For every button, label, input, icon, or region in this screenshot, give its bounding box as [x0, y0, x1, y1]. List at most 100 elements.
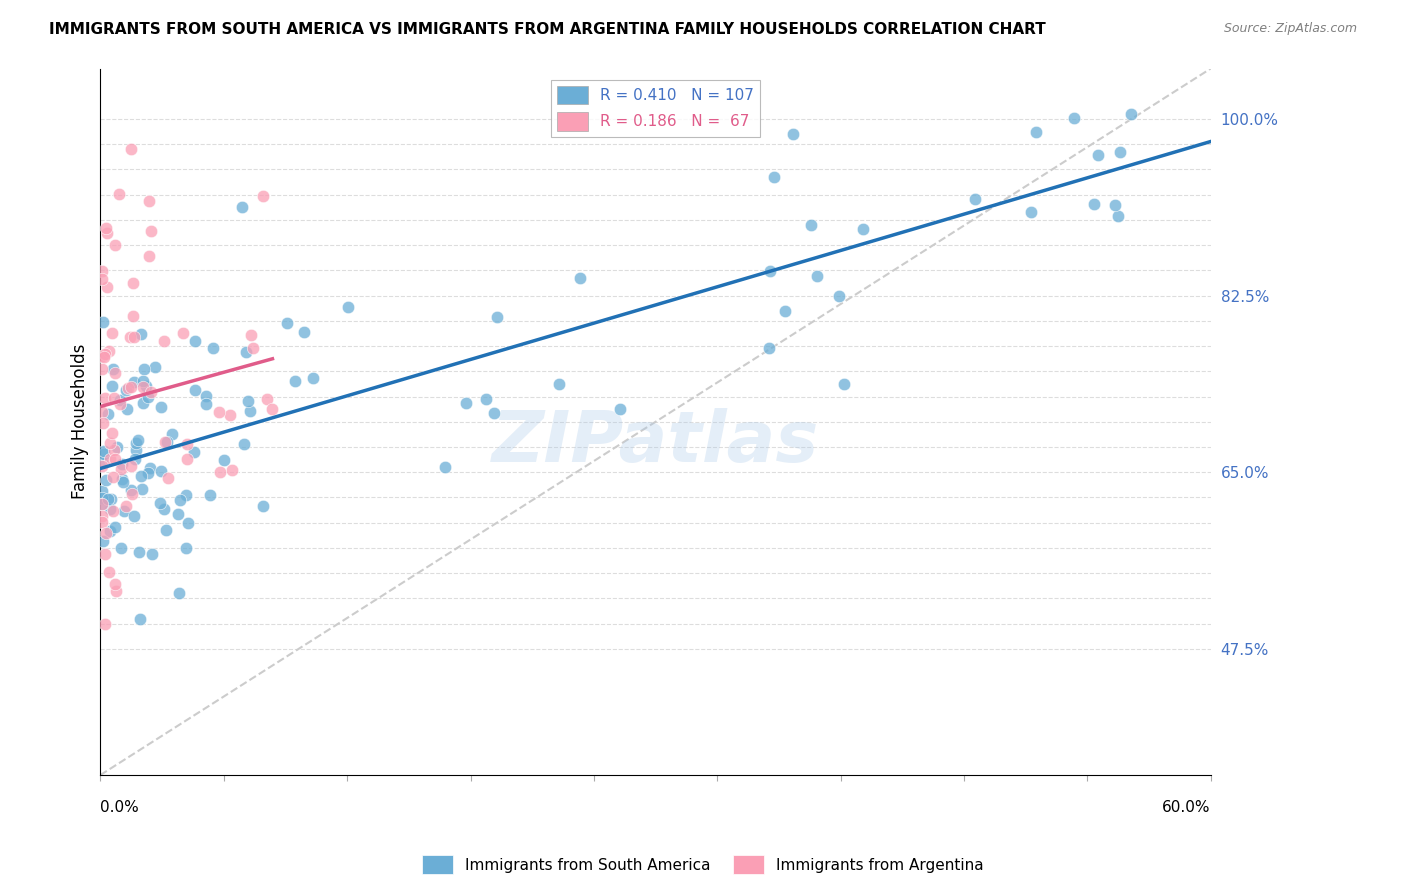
Point: [91, 315, 114, 329]
Point: [101, 426, 124, 441]
Point: [172, 326, 194, 340]
Point: [121, 486, 143, 500]
Point: [91, 416, 114, 430]
Point: [111, 457, 134, 471]
Point: [108, 187, 131, 202]
Point: [125, 435, 148, 450]
Text: 0.0%: 0.0%: [100, 800, 139, 815]
Point: [110, 462, 132, 476]
Point: [239, 404, 262, 418]
Point: [98, 524, 121, 538]
Point: [121, 310, 143, 324]
Point: [128, 545, 150, 559]
Point: [91, 405, 114, 419]
Point: [138, 390, 160, 404]
Point: [104, 451, 127, 466]
Point: [231, 200, 253, 214]
Point: [97, 408, 120, 422]
Point: [131, 482, 153, 496]
Point: [208, 465, 231, 479]
Point: [256, 392, 278, 406]
Point: [98, 436, 121, 450]
Point: [124, 451, 146, 466]
Point: [194, 389, 217, 403]
Point: [100, 491, 122, 506]
Point: [153, 434, 176, 449]
Point: [233, 437, 256, 451]
Point: [174, 541, 197, 555]
Point: [1025, 125, 1047, 139]
Point: [149, 496, 172, 510]
Point: [167, 585, 190, 599]
Point: [104, 583, 127, 598]
Point: [104, 576, 127, 591]
Point: [194, 397, 217, 411]
Point: [101, 362, 124, 376]
Point: [239, 327, 262, 342]
Point: [176, 452, 198, 467]
Y-axis label: Family Households: Family Households: [72, 344, 89, 500]
Point: [162, 426, 184, 441]
Point: [138, 249, 160, 263]
Point: [103, 391, 125, 405]
Point: [139, 460, 162, 475]
Point: [91, 459, 114, 474]
Point: [202, 341, 225, 355]
Point: [1063, 112, 1085, 126]
Point: [214, 452, 236, 467]
Point: [91, 491, 114, 505]
Point: [1019, 205, 1042, 219]
Point: [129, 611, 152, 625]
Point: [96, 226, 118, 240]
Point: [806, 268, 828, 283]
Point: [98, 344, 121, 359]
Point: [122, 509, 145, 524]
Point: [262, 401, 284, 416]
Point: [93, 351, 115, 365]
Point: [101, 326, 124, 341]
Point: [91, 272, 114, 286]
Point: [112, 504, 135, 518]
Point: [91, 516, 114, 530]
Point: [153, 502, 176, 516]
Point: [218, 408, 240, 422]
Point: [1109, 145, 1132, 160]
Point: [135, 379, 157, 393]
Point: [169, 492, 191, 507]
Point: [122, 375, 145, 389]
Point: [758, 341, 780, 355]
Point: [98, 565, 121, 579]
Point: [475, 392, 498, 406]
Point: [208, 405, 231, 419]
Point: [828, 289, 851, 303]
Point: [97, 491, 120, 506]
Point: [548, 377, 571, 392]
Point: [176, 516, 198, 531]
Point: [91, 349, 114, 363]
Point: [284, 374, 307, 388]
Point: [141, 547, 163, 561]
Point: [94, 391, 117, 405]
Point: [114, 499, 136, 513]
Text: ZIPatlas: ZIPatlas: [492, 409, 820, 477]
Point: [198, 488, 221, 502]
Point: [183, 444, 205, 458]
Point: [153, 334, 176, 348]
Point: [111, 472, 134, 486]
Point: [276, 316, 298, 330]
Legend: R = 0.410   N = 107, R = 0.186   N =  67: R = 0.410 N = 107, R = 0.186 N = 67: [551, 79, 761, 136]
Point: [94, 526, 117, 541]
Point: [176, 437, 198, 451]
Point: [252, 499, 274, 513]
Point: [852, 222, 875, 236]
Point: [336, 301, 359, 315]
Point: [149, 464, 172, 478]
Point: [94, 547, 117, 561]
Point: [93, 444, 115, 458]
Point: [120, 142, 142, 156]
Point: [302, 371, 325, 385]
Point: [120, 380, 142, 394]
Point: [96, 280, 118, 294]
Point: [782, 127, 804, 141]
Point: [100, 379, 122, 393]
